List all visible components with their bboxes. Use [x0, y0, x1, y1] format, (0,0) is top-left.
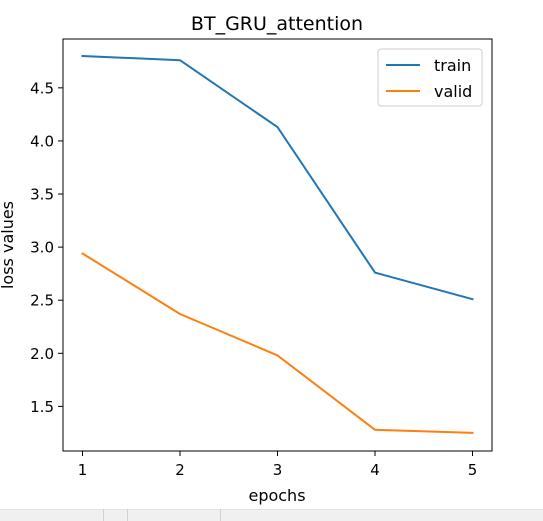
- legend: train valid: [377, 48, 483, 107]
- x-tick-label: 4: [370, 461, 380, 479]
- y-tick-label: 4.0: [30, 132, 54, 150]
- x-tick-label: 5: [468, 461, 478, 479]
- x-axis-label: epochs: [248, 486, 305, 505]
- footer-divider: [220, 509, 221, 521]
- y-axis-ticks: 1.5 2.0 2.5 3.0 3.5 4.0 4.5: [30, 79, 63, 416]
- footer-divider: [127, 509, 128, 521]
- legend-label-train: train: [434, 56, 471, 75]
- legend-label-valid: valid: [434, 82, 472, 101]
- x-tick-label: 2: [175, 461, 185, 479]
- series-line-train: [81, 54, 474, 301]
- y-tick-label: 3.0: [30, 239, 54, 257]
- x-axis-ticks: 1 2 3 4 5: [78, 451, 478, 479]
- x-tick-label: 1: [78, 461, 88, 479]
- y-tick-label: 2.5: [30, 292, 54, 310]
- y-tick-label: 3.5: [30, 186, 54, 204]
- y-tick-label: 2.0: [30, 345, 54, 363]
- chart-title: BT_GRU_attention: [191, 13, 363, 35]
- series-line-valid: [81, 252, 474, 434]
- y-tick-label: 4.5: [30, 79, 54, 97]
- y-axis-label: loss values: [0, 201, 17, 289]
- footer-divider: [103, 509, 104, 521]
- x-tick-label: 3: [273, 461, 283, 479]
- y-tick-label: 1.5: [30, 398, 54, 416]
- window-footer-strip: [0, 509, 543, 521]
- series-lines: [81, 54, 474, 434]
